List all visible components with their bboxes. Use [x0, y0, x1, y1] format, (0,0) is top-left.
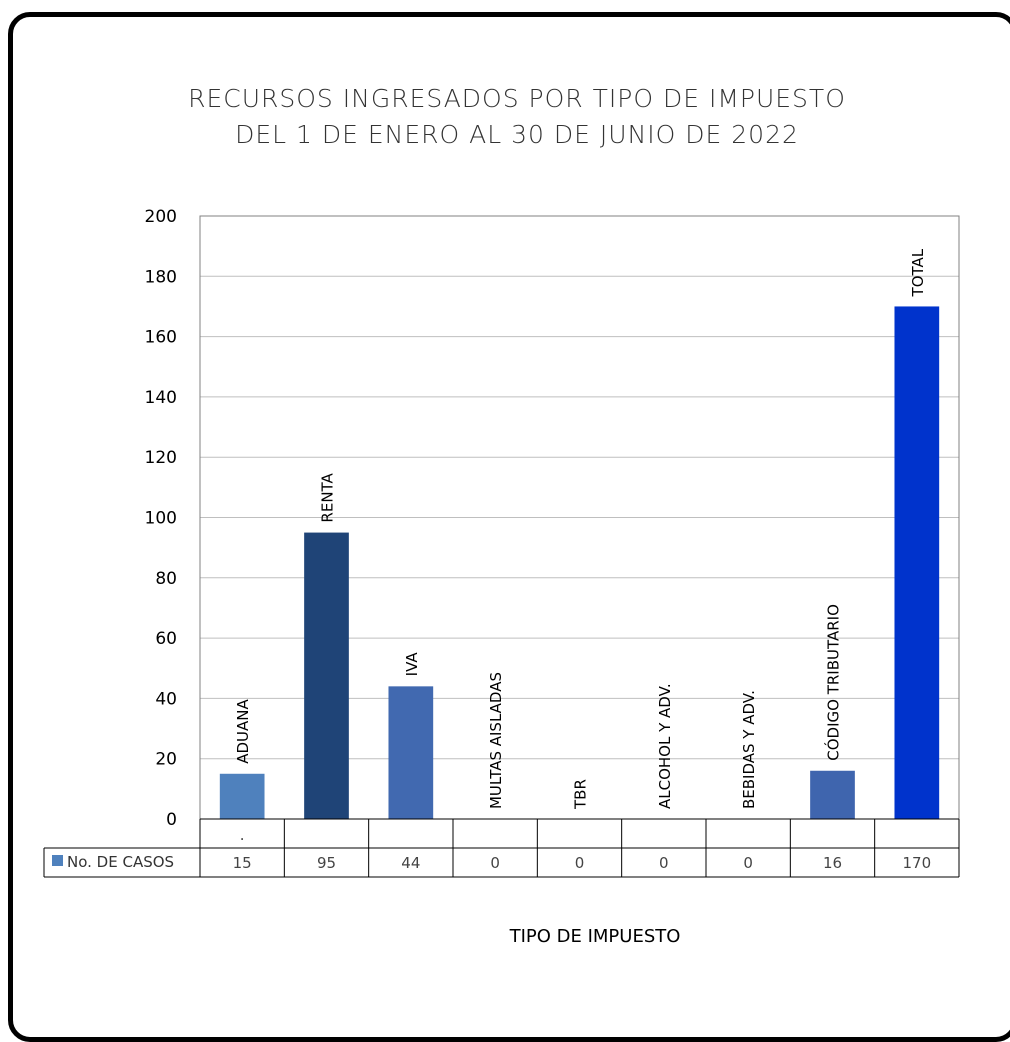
- y-tick-label: 140: [145, 388, 177, 408]
- table-value-cell: 95: [317, 854, 336, 872]
- y-tick-label: 80: [155, 569, 177, 589]
- y-tick-label: 0: [166, 810, 177, 830]
- y-tick-label: 180: [145, 267, 177, 287]
- data-table: . No. DE CASOS 15 95 44 0 0 0 0 16 170: [43, 818, 960, 878]
- bars: [219, 306, 940, 819]
- y-tick-label: 120: [145, 448, 177, 468]
- y-tick-label: 200: [145, 207, 177, 227]
- table-value-cell: 0: [575, 854, 585, 872]
- y-tick-label: 40: [155, 689, 177, 709]
- bar: [894, 306, 940, 819]
- x-axis-title: TIPO DE IMPUESTO: [509, 926, 681, 947]
- bar: [219, 773, 265, 819]
- category-label: RENTA: [319, 472, 337, 522]
- table-value-cell: 0: [659, 854, 669, 872]
- chart-title-line-2: DEL 1 DE ENERO AL 30 DE JUNIO DE 2022: [235, 120, 799, 149]
- category-label: IVA: [403, 652, 421, 677]
- legend-marker: [52, 855, 63, 866]
- category-label: TBR: [572, 779, 590, 810]
- bar: [810, 770, 855, 819]
- table-value-cell: 16: [823, 854, 842, 872]
- table-value-cell: 170: [903, 854, 932, 872]
- y-tick-label: 160: [145, 328, 177, 348]
- chart-frame: [8, 12, 1010, 1042]
- y-tick-label: 100: [145, 509, 177, 529]
- chart-title-line-1: RECURSOS INGRESADOS POR TIPO DE IMPUESTO: [188, 84, 846, 113]
- table-value-cell: 0: [743, 854, 753, 872]
- table-value-cell: 44: [401, 854, 420, 872]
- table-value-cell: 0: [490, 854, 500, 872]
- bar: [388, 686, 434, 819]
- category-label: BEBIDAS Y ADV.: [740, 690, 758, 809]
- category-labels: ADUANA RENTA IVA MULTAS AISLADAS TBR ALCOHOL …: [234, 248, 927, 810]
- legend-series-name: No. DE CASOS: [67, 853, 174, 871]
- category-label: CÓDIGO TRIBUTARIO: [824, 604, 843, 761]
- table-value-cell: 15: [233, 854, 252, 872]
- y-tick-label: 60: [155, 629, 177, 649]
- y-tick-label: 20: [155, 750, 177, 770]
- table-header-mark: .: [240, 826, 245, 844]
- bar: [304, 532, 349, 819]
- category-label: MULTAS AISLADAS: [487, 672, 505, 809]
- category-label: ADUANA: [234, 699, 252, 764]
- category-label: ALCOHOL Y ADV.: [656, 683, 674, 809]
- category-label: TOTAL: [909, 248, 927, 297]
